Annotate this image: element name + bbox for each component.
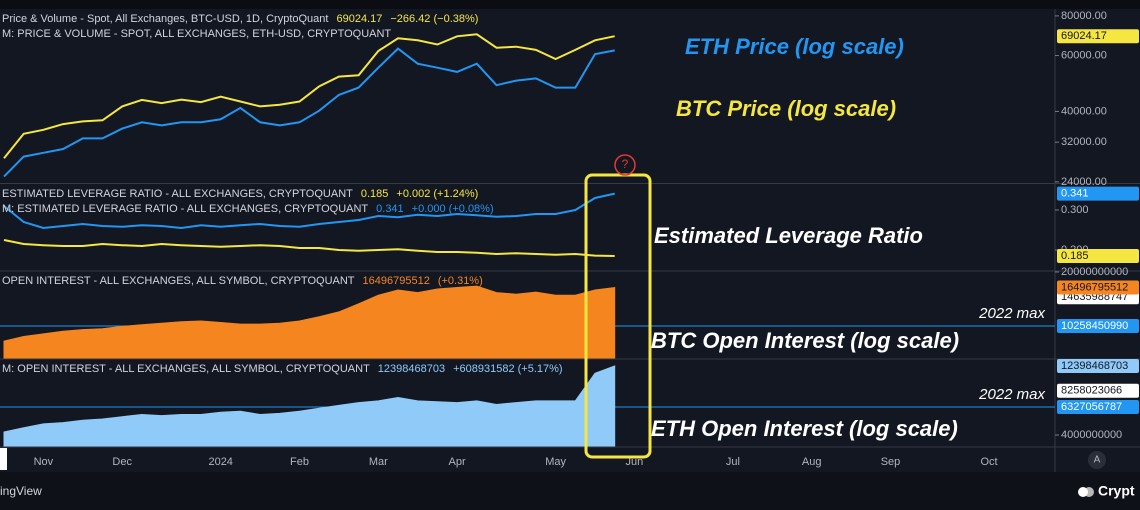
x-tick-label: Feb bbox=[290, 456, 309, 468]
price-tag bbox=[1057, 249, 1139, 263]
price-tag bbox=[1057, 400, 1139, 415]
x-tick-label: May bbox=[545, 456, 566, 468]
price-tag bbox=[1057, 29, 1139, 44]
top-bar bbox=[0, 0, 1140, 9]
legend-name: M: ESTIMATED LEVERAGE RATIO - ALL EXCHAN… bbox=[2, 203, 368, 215]
y-tick-label: 60000.00 bbox=[1061, 49, 1107, 61]
legend-name: M: OPEN INTEREST - ALL EXCHANGES, ALL SY… bbox=[2, 363, 370, 375]
legend-name: M: PRICE & VOLUME - SPOT, ALL EXCHANGES,… bbox=[2, 28, 391, 40]
legend-value: 12398468703 bbox=[378, 363, 445, 375]
footer-brand: ingView bbox=[0, 484, 42, 498]
y-tick-label: 0.300 bbox=[1061, 204, 1089, 216]
x-tick-label: Sep bbox=[881, 456, 901, 468]
price-tag bbox=[1057, 186, 1139, 201]
x-tick-label: Dec bbox=[112, 456, 132, 468]
plot: 80000.00 60000.00 40000.00 32000.00 24000.00… bbox=[0, 10, 1139, 468]
area bbox=[3, 285, 616, 359]
legend-entry: Price & Volume - Spot, All Exchanges, BT… bbox=[2, 13, 478, 25]
y-tick-label: 80000.00 bbox=[1061, 10, 1107, 22]
auto-scale-button[interactable] bbox=[1088, 451, 1106, 469]
price-tag-label: 10258450990 bbox=[1061, 320, 1128, 332]
annotation: BTC Price (log scale) bbox=[676, 96, 896, 121]
x-tick-label: Jun bbox=[626, 456, 644, 468]
legend-name: OPEN INTEREST - ALL EXCHANGES, ALL SYMBO… bbox=[2, 275, 355, 287]
price-tag-label: 0.341 bbox=[1061, 188, 1089, 200]
x-tick-label: Apr bbox=[449, 456, 466, 468]
range-handle[interactable] bbox=[0, 448, 7, 470]
x-tick-label: Oct bbox=[980, 456, 997, 468]
y-tick-label: 4000000000 bbox=[1061, 429, 1122, 441]
x-tick-label: Mar bbox=[369, 456, 388, 468]
y-tick-label: 40000.00 bbox=[1061, 105, 1107, 117]
annotation: BTC Open Interest (log scale) bbox=[651, 328, 959, 353]
legend-change: +608931582 (+5.17%) bbox=[453, 363, 562, 375]
price-tag-label: 69024.17 bbox=[1061, 30, 1107, 42]
legend-value: 16496795512 bbox=[363, 275, 430, 287]
legend-name: ESTIMATED LEVERAGE RATIO - ALL EXCHANGES… bbox=[2, 188, 353, 200]
legend-change: +0.000 (+0.08%) bbox=[412, 203, 494, 215]
legend-change: −266.42 (−0.38%) bbox=[390, 13, 478, 25]
x-tick-label: Jul bbox=[726, 456, 740, 468]
legend-entry: ESTIMATED LEVERAGE RATIO - ALL EXCHANGES… bbox=[2, 188, 478, 200]
price-tag-label: 0.185 bbox=[1061, 250, 1089, 262]
price-tag-label: 16496795512 bbox=[1061, 281, 1128, 293]
legend-entry: M: PRICE & VOLUME - SPOT, ALL EXCHANGES,… bbox=[2, 28, 391, 40]
reference-label: 2022 max bbox=[978, 305, 1045, 322]
legend-value: 0.341 bbox=[376, 203, 404, 215]
highlight-box bbox=[584, 173, 652, 459]
price-tag-label: 8258023066 bbox=[1061, 385, 1122, 397]
x-tick-label: Aug bbox=[802, 456, 822, 468]
annotation: ETH Open Interest (log scale) bbox=[651, 416, 958, 441]
y-tick-label: 24000.00 bbox=[1061, 176, 1107, 188]
annotation: Estimated Leverage Ratio bbox=[654, 223, 923, 248]
y-tick-label: 32000.00 bbox=[1061, 136, 1107, 148]
legend-entry: M: OPEN INTEREST - ALL EXCHANGES, ALL SY… bbox=[2, 363, 563, 375]
line bbox=[3, 47, 615, 178]
x-tick-label: Nov bbox=[34, 456, 54, 468]
price-tag bbox=[1057, 383, 1139, 398]
legend-name: Price & Volume - Spot, All Exchanges, BT… bbox=[2, 13, 328, 25]
footer-bar bbox=[0, 472, 1140, 510]
alert-icon-text: ? bbox=[622, 157, 629, 171]
y-tick-label: 20000000000 bbox=[1061, 266, 1128, 278]
footer-logo bbox=[1084, 487, 1094, 497]
footer-brand: Crypt bbox=[1098, 483, 1135, 499]
line bbox=[3, 239, 615, 257]
legend-change: +0.002 (+1.24%) bbox=[396, 188, 478, 200]
x-tick-label: 2024 bbox=[208, 456, 232, 468]
auto-scale-label: A bbox=[1094, 455, 1101, 466]
price-tag bbox=[1057, 318, 1139, 333]
legend-entry: M: ESTIMATED LEVERAGE RATIO - ALL EXCHAN… bbox=[2, 203, 494, 215]
price-tag bbox=[1057, 358, 1139, 373]
legend-value: 69024.17 bbox=[336, 13, 382, 25]
legend-change: (+0.31%) bbox=[438, 275, 483, 287]
legend-value: 0.185 bbox=[361, 188, 389, 200]
line bbox=[3, 33, 615, 159]
annotation: ETH Price (log scale) bbox=[685, 34, 904, 59]
area bbox=[3, 365, 616, 447]
price-tag-label: 12398468703 bbox=[1061, 360, 1128, 372]
alert-icon[interactable] bbox=[614, 154, 636, 176]
price-tag-label: 6327056787 bbox=[1061, 401, 1122, 413]
price-tag bbox=[1057, 280, 1139, 295]
reference-label: 2022 max bbox=[978, 386, 1045, 403]
legend-entry: OPEN INTEREST - ALL EXCHANGES, ALL SYMBO… bbox=[2, 275, 483, 287]
line bbox=[3, 192, 615, 230]
